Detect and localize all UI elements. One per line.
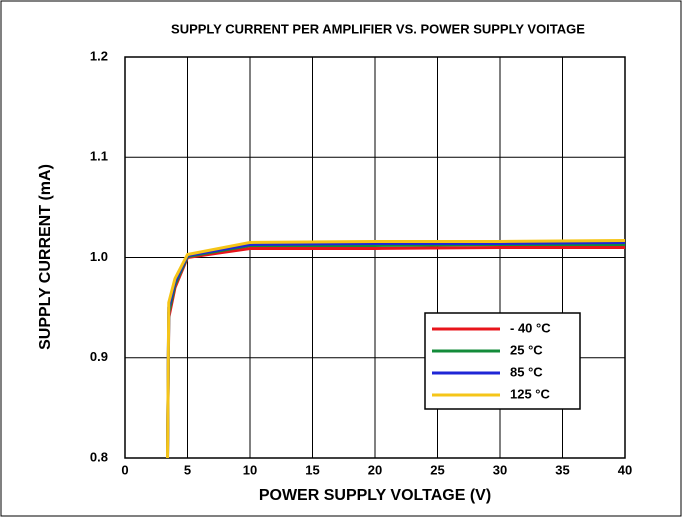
x-tick-label: 15 <box>305 462 319 477</box>
y-tick-label: 1.1 <box>90 149 108 164</box>
y-axis-label: SUPPLY CURRENT (mA) <box>37 164 54 350</box>
y-tick-label: 0.8 <box>90 449 108 464</box>
x-tick-label: 5 <box>184 462 191 477</box>
x-tick-label: 25 <box>430 462 444 477</box>
x-tick-label: 40 <box>618 462 632 477</box>
y-tick-label: 1.0 <box>90 249 108 264</box>
legend-label: - 40 °C <box>510 320 551 335</box>
y-tick-label: 0.9 <box>90 349 108 364</box>
x-tick-label: 30 <box>493 462 507 477</box>
legend-label: 25 °C <box>510 342 543 357</box>
legend-label: 125 °C <box>510 386 551 401</box>
data-line <box>166 238 626 459</box>
x-axis-label: POWER SUPPLY VOLTAGE (V) <box>259 487 491 504</box>
x-tick-label: 10 <box>243 462 257 477</box>
y-tick-label: 1.2 <box>90 48 108 63</box>
x-tick-label: 0 <box>121 462 128 477</box>
legend-label: 85 °C <box>510 364 543 379</box>
x-tick-label: 35 <box>555 462 569 477</box>
x-tick-label: 20 <box>368 462 382 477</box>
plot-border <box>124 56 626 459</box>
chart-title: SUPPLY CURRENT PER AMPLIFIER VS. POWER S… <box>171 21 585 36</box>
